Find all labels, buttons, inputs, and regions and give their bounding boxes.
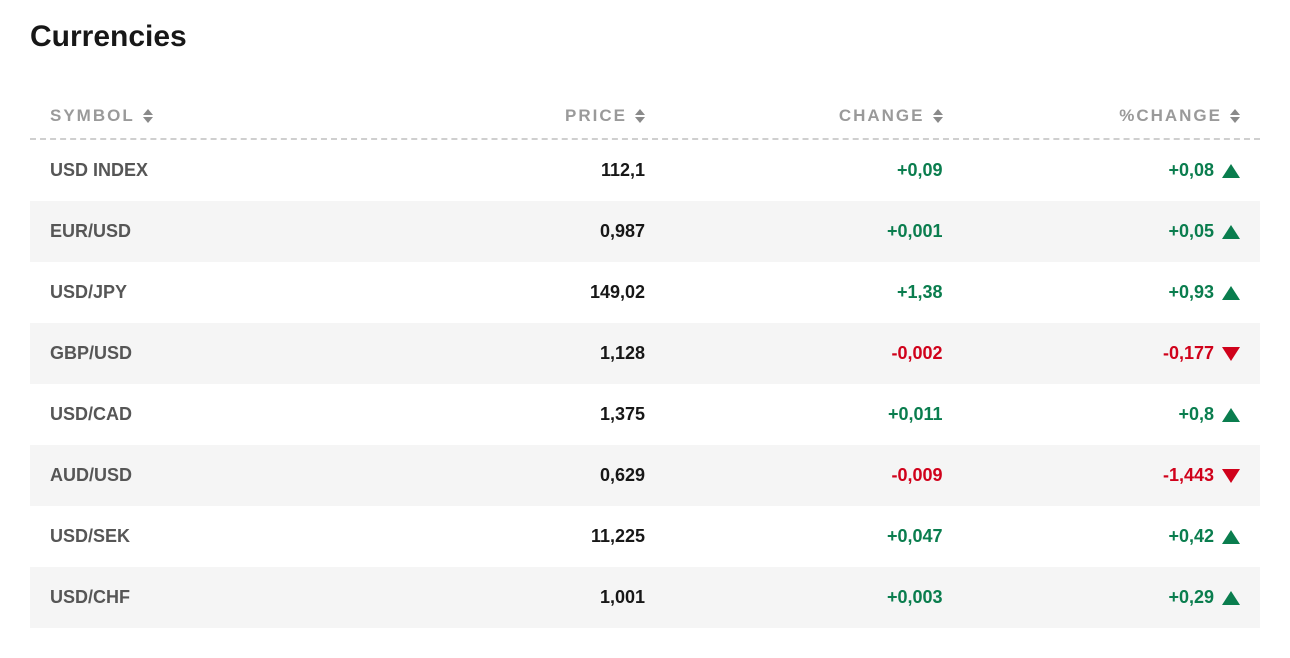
pct-change-cell: +0,8 [1178, 404, 1214, 425]
symbol-cell: USD/CHF [50, 587, 130, 607]
price-cell: 1,375 [600, 404, 645, 424]
pct-change-cell: -1,443 [1163, 465, 1214, 486]
price-cell: 0,987 [600, 221, 645, 241]
triangle-up-icon [1222, 164, 1240, 178]
change-cell: +0,011 [888, 404, 943, 424]
symbol-cell: AUD/USD [50, 465, 132, 485]
sort-icon [933, 109, 943, 123]
pct-change-cell: +0,42 [1168, 526, 1214, 547]
column-header-pct-change-label: %CHANGE [1119, 106, 1222, 126]
table-row[interactable]: GBP/USD 1,128 -0,002 -0,177 [30, 323, 1260, 384]
column-header-price-label: PRICE [565, 106, 627, 126]
price-cell: 1,128 [600, 343, 645, 363]
price-cell: 112,1 [601, 160, 645, 180]
pct-change-cell: +0,08 [1168, 160, 1214, 181]
price-cell: 11,225 [591, 526, 645, 546]
symbol-cell: USD/JPY [50, 282, 127, 302]
table-row[interactable]: USD/CHF 1,001 +0,003 +0,29 [30, 567, 1260, 628]
column-header-pct-change[interactable]: %CHANGE [1119, 106, 1240, 126]
sort-icon [635, 109, 645, 123]
pct-change-cell: +0,93 [1168, 282, 1214, 303]
triangle-up-icon [1222, 591, 1240, 605]
triangle-up-icon [1222, 286, 1240, 300]
symbol-cell: USD/SEK [50, 526, 130, 546]
price-cell: 149,02 [590, 282, 645, 302]
triangle-down-icon [1222, 347, 1240, 361]
pct-change-cell: +0,05 [1168, 221, 1214, 242]
change-cell: +0,047 [887, 526, 943, 546]
page-title: Currencies [30, 20, 1260, 54]
column-header-price[interactable]: PRICE [565, 106, 645, 126]
column-header-change-label: CHANGE [839, 106, 925, 126]
change-cell: +0,09 [897, 160, 943, 180]
change-cell: -0,002 [891, 343, 942, 363]
pct-change-cell: +0,29 [1168, 587, 1214, 608]
table-row[interactable]: USD INDEX 112,1 +0,09 +0,08 [30, 140, 1260, 201]
sort-icon [1230, 109, 1240, 123]
symbol-cell: GBP/USD [50, 343, 132, 363]
symbol-cell: EUR/USD [50, 221, 131, 241]
table-row[interactable]: USD/JPY 149,02 +1,38 +0,93 [30, 262, 1260, 323]
triangle-up-icon [1222, 225, 1240, 239]
change-cell: +1,38 [897, 282, 943, 302]
price-cell: 0,629 [600, 465, 645, 485]
price-cell: 1,001 [600, 587, 645, 607]
symbol-cell: USD/CAD [50, 404, 132, 424]
table-row[interactable]: USD/SEK 11,225 +0,047 +0,42 [30, 506, 1260, 567]
change-cell: +0,001 [887, 221, 943, 241]
column-header-symbol-label: SYMBOL [50, 106, 135, 126]
triangle-up-icon [1222, 530, 1240, 544]
column-header-change[interactable]: CHANGE [839, 106, 943, 126]
pct-change-cell: -0,177 [1163, 343, 1214, 364]
change-cell: +0,003 [887, 587, 943, 607]
triangle-down-icon [1222, 469, 1240, 483]
table-row[interactable]: AUD/USD 0,629 -0,009 -1,443 [30, 445, 1260, 506]
change-cell: -0,009 [891, 465, 942, 485]
column-header-symbol[interactable]: SYMBOL [50, 106, 153, 126]
currencies-table: SYMBOL PRICE CHANGE %CHANGE USD INDEX 112… [30, 94, 1260, 628]
sort-icon [143, 109, 153, 123]
symbol-cell: USD INDEX [50, 160, 148, 180]
table-header-row: SYMBOL PRICE CHANGE %CHANGE [30, 94, 1260, 140]
table-row[interactable]: EUR/USD 0,987 +0,001 +0,05 [30, 201, 1260, 262]
triangle-up-icon [1222, 408, 1240, 422]
table-row[interactable]: USD/CAD 1,375 +0,011 +0,8 [30, 384, 1260, 445]
